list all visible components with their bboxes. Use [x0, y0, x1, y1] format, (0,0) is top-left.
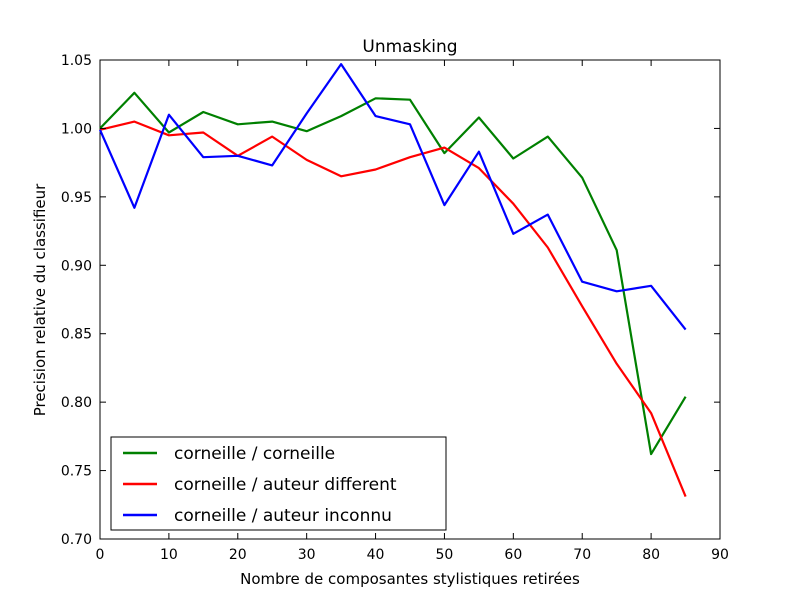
x-tick-label: 0 — [96, 547, 105, 563]
y-tick-label: 0.85 — [61, 327, 92, 343]
series-line-3 — [98, 62, 687, 331]
y-axis-label: Precision relative du classifieur — [31, 183, 49, 416]
x-tick-label: 50 — [436, 547, 454, 563]
x-tick-label: 70 — [573, 547, 591, 563]
y-tick-label: 1.00 — [61, 121, 92, 137]
x-tick-label: 30 — [298, 547, 316, 563]
y-tick-label: 0.90 — [61, 258, 92, 274]
x-tick-label: 40 — [367, 547, 385, 563]
legend-label-3: corneille / auteur inconnu — [174, 506, 392, 526]
x-tick-label: 10 — [160, 547, 178, 563]
legend-label-2: corneille / auteur different — [174, 475, 397, 495]
y-tick-label: 0.95 — [61, 190, 92, 206]
tick-layer: 0 10 20 30 40 50 60 70 80 90 0.70 0.75 0.80 0.85 0.90 0… — [61, 53, 729, 563]
y-tick-label: 0.70 — [61, 532, 92, 548]
series-line-1 — [99, 91, 687, 456]
x-tick-label: 60 — [504, 547, 522, 563]
x-tick-label: 20 — [229, 547, 247, 563]
x-tick-label: 80 — [642, 547, 660, 563]
legend-box — [110, 436, 447, 531]
series-line-2 — [99, 120, 687, 498]
series-layer — [98, 62, 687, 498]
legend: corneille / corneille corneille / auteur … — [110, 436, 447, 531]
y-tick-label: 1.05 — [61, 53, 92, 69]
x-tick-label: 90 — [711, 547, 729, 563]
y-tick-label: 0.75 — [61, 464, 92, 480]
x-axis-label: Nombre de composantes stylistiques retir… — [240, 570, 580, 588]
chart-title: Unmasking — [362, 37, 457, 57]
y-tick-label: 0.80 — [61, 395, 92, 411]
legend-label-1: corneille / corneille — [174, 444, 335, 464]
